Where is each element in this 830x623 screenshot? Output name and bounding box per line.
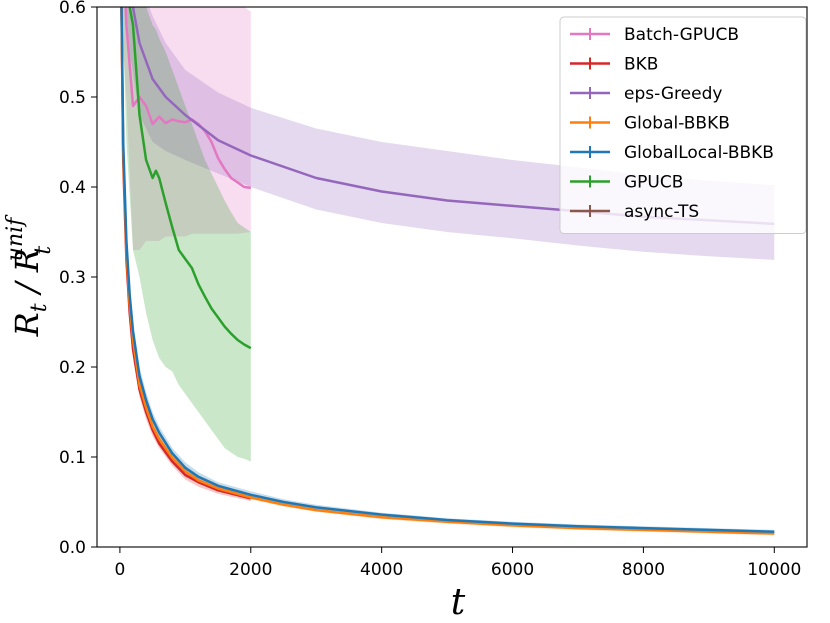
legend: Batch-GPUCB BKB eps-Greedy Global-BBKB Globa… — [559, 16, 807, 234]
line-gpucb — [128, 7, 252, 350]
x-axis-title: t — [451, 582, 466, 623]
y-tick-label: 0.1 — [59, 448, 86, 468]
legend-label-gpucb: GPUCB — [624, 173, 683, 193]
band-batch-gpucb — [119, 7, 251, 250]
legend-label-global-bbkb: Global-BBKB — [624, 114, 730, 134]
x-tick-label: 10000 — [747, 560, 801, 580]
line-globallocal-bbkb — [120, 7, 775, 533]
y-tick-label: 0.2 — [59, 358, 86, 378]
legend-label-bkb: BKB — [624, 55, 658, 75]
legend-label-batch-gpucb: Batch-GPUCB — [624, 25, 739, 45]
y-tick-label: 0.0 — [59, 538, 86, 558]
y-tick-label: 0.6 — [59, 0, 86, 18]
x-tick-label: 0 — [114, 560, 125, 580]
x-tick-label: 4000 — [360, 560, 403, 580]
y-tick-label: 0.3 — [59, 268, 86, 288]
line-batch-gpucb — [124, 7, 251, 190]
x-tick-label: 2000 — [229, 560, 272, 580]
y-axis-title: Rt / Runif t — [3, 214, 56, 338]
legend-frame — [559, 16, 807, 234]
x-tick-label: 8000 — [622, 560, 665, 580]
legend-label-async-ts: async-TS — [624, 202, 699, 222]
x-axis-ticks: 0 2000 4000 6000 8000 10000 — [114, 547, 801, 580]
legend-label-globallocal-bbkb: GlobalLocal-BBKB — [624, 143, 774, 163]
y-tick-label: 0.4 — [59, 178, 86, 198]
legend-label-eps-greedy: eps-Greedy — [624, 84, 722, 104]
y-tick-label: 0.5 — [59, 88, 86, 108]
y-axis-ticks: 0.0 0.1 0.2 0.3 0.4 0.5 0.6 — [59, 0, 97, 558]
x-tick-label: 6000 — [491, 560, 534, 580]
